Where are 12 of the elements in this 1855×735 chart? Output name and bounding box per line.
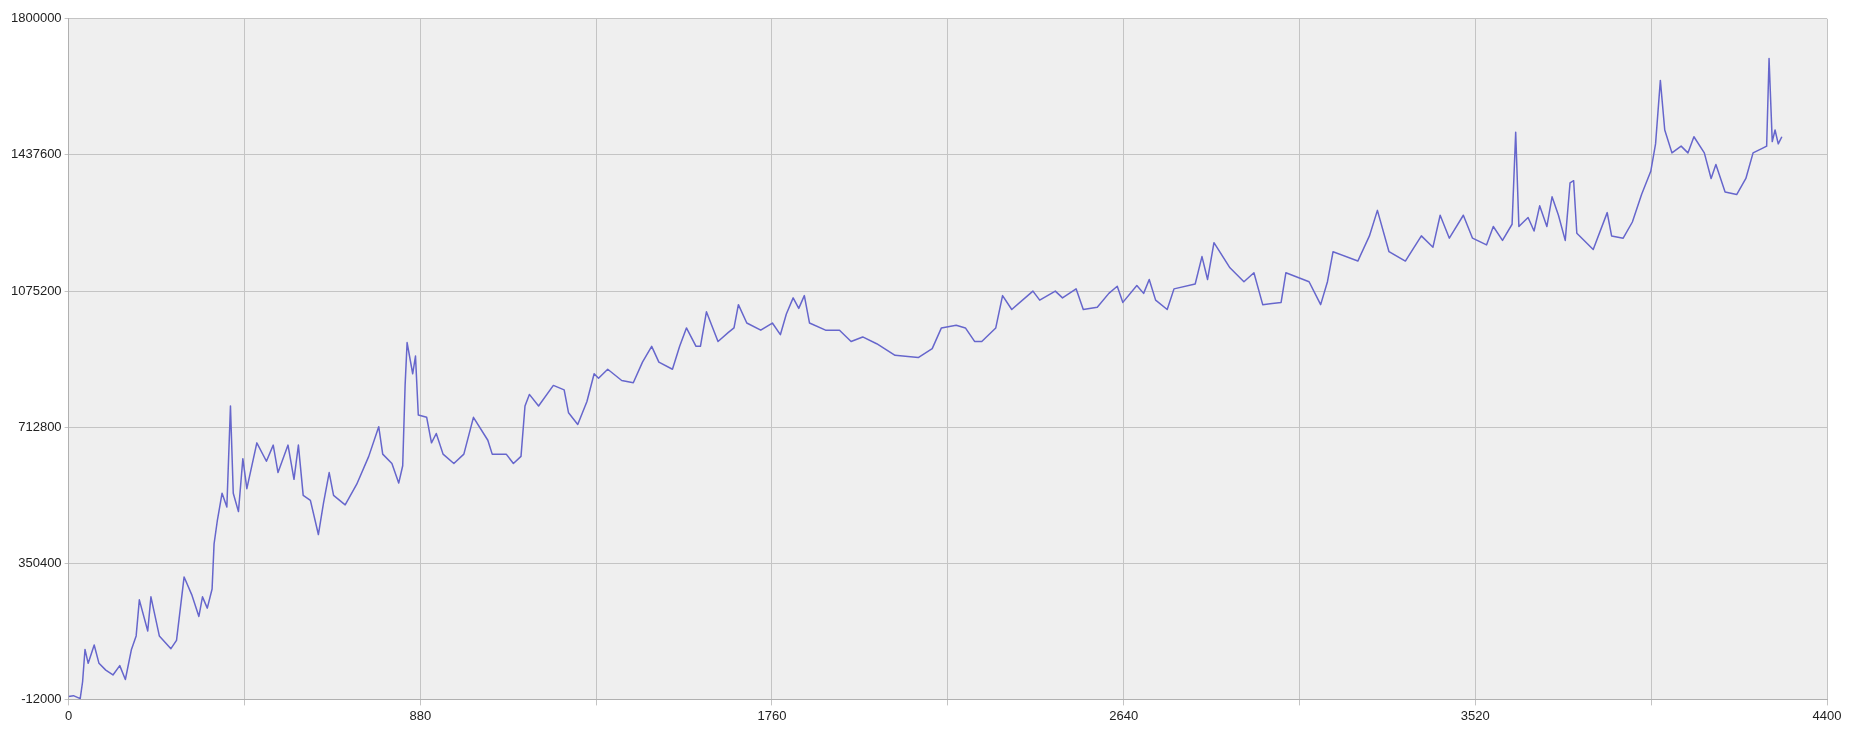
x-tick-label: 4400 bbox=[1812, 707, 1842, 723]
y-tick-label: 1437600 bbox=[10, 146, 62, 162]
x-tick-label: 0 bbox=[64, 707, 73, 723]
y-tick-label: 712800 bbox=[18, 418, 62, 434]
x-tick-label: 1760 bbox=[757, 707, 787, 723]
y-tick-label: -12000 bbox=[21, 690, 62, 706]
y-tick-label: 1075200 bbox=[10, 282, 62, 298]
x-tick-label: 3520 bbox=[1460, 707, 1490, 723]
x-tick-label: 880 bbox=[409, 707, 432, 723]
y-tick-label: 1800000 bbox=[10, 10, 62, 26]
x-tick-label: 2640 bbox=[1109, 707, 1139, 723]
y-tick-label: 350400 bbox=[18, 554, 62, 570]
